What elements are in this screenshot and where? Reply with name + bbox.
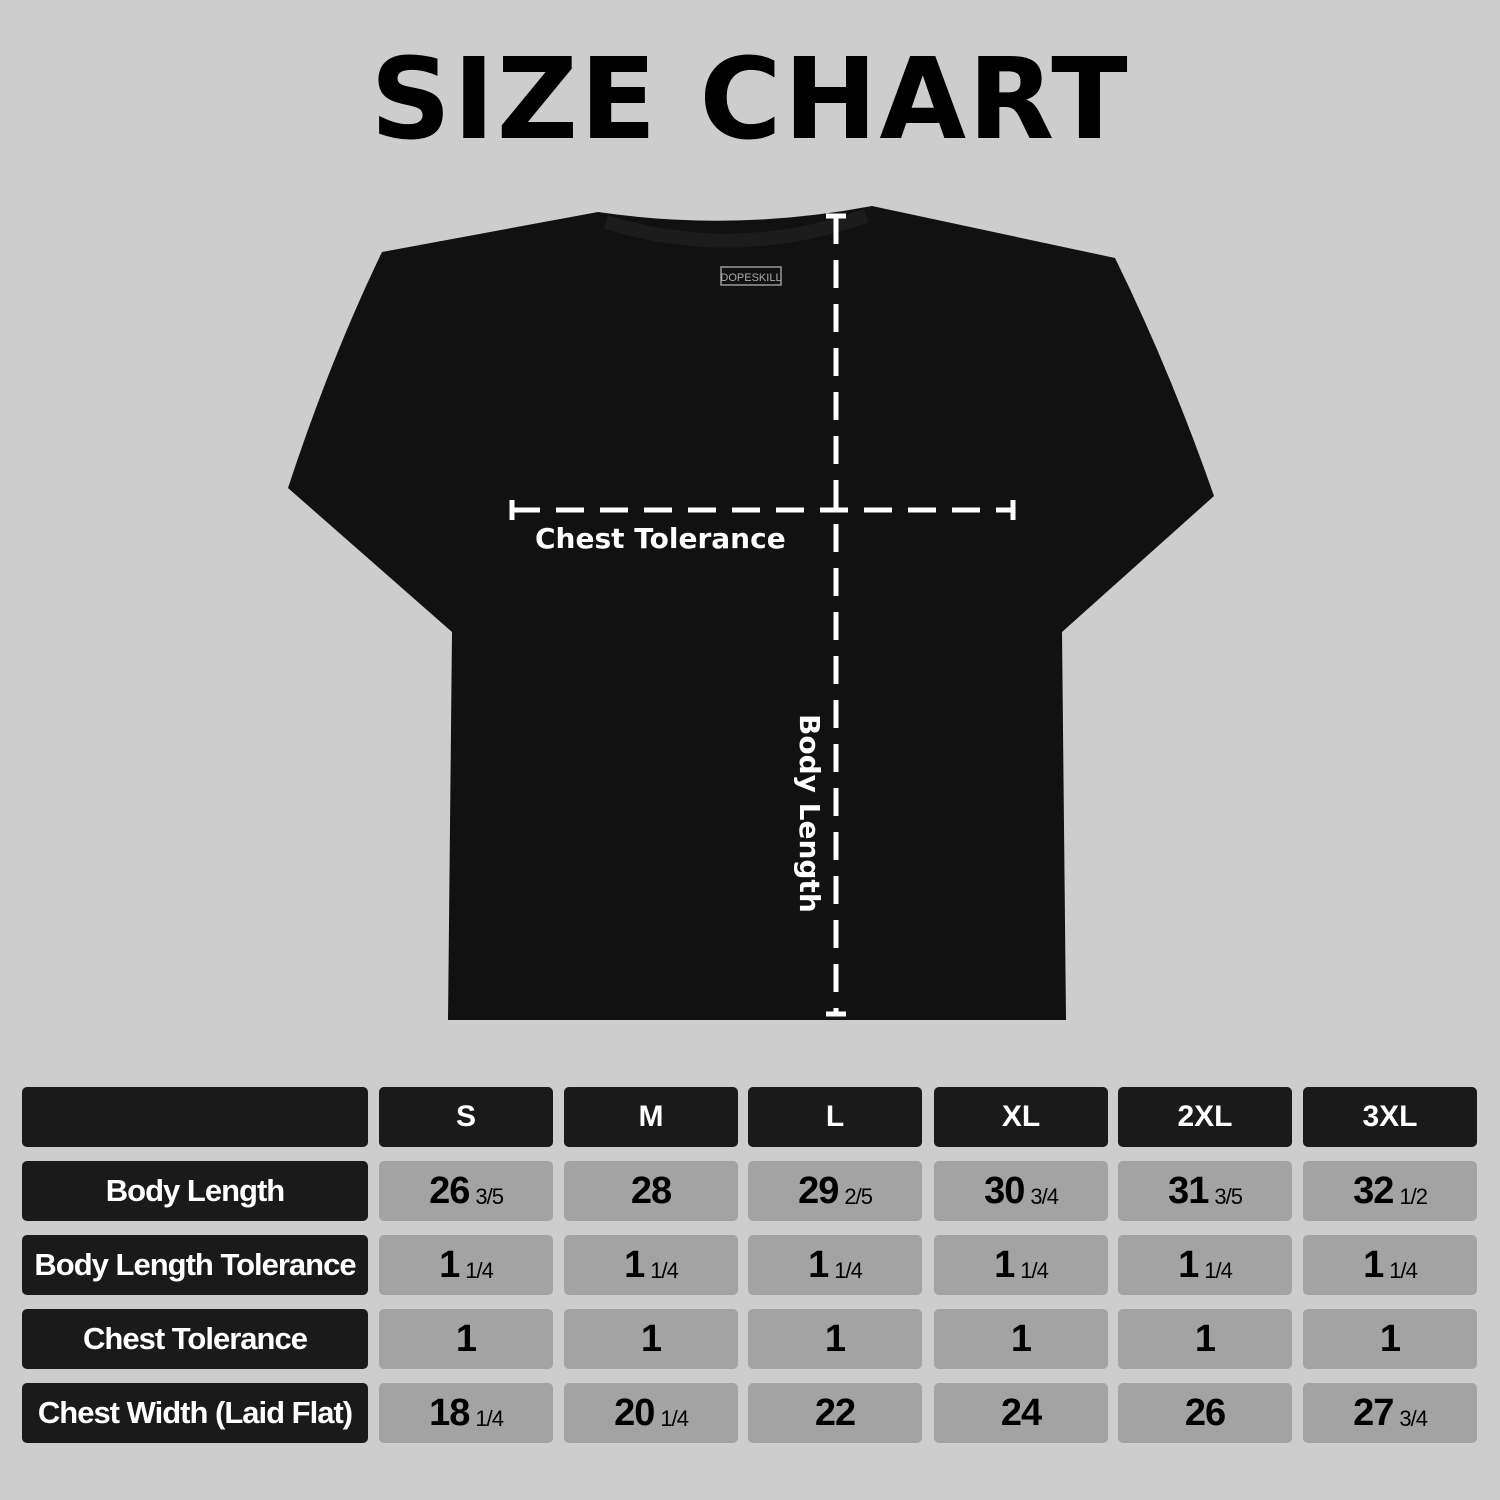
cell-whole: 1 bbox=[1178, 1243, 1199, 1286]
brand-tag-text: DOPESKILL bbox=[720, 272, 781, 284]
cell-fraction: 1/4 bbox=[834, 1258, 863, 1283]
cell-whole: 24 bbox=[1000, 1391, 1042, 1434]
size-header: S bbox=[379, 1087, 553, 1147]
cell-whole: 1 bbox=[624, 1243, 645, 1286]
table-cell: 1 bbox=[1303, 1309, 1477, 1369]
table-cell: 1 1/4 bbox=[379, 1235, 553, 1295]
table-cell: 1 bbox=[1118, 1309, 1292, 1369]
cell-whole: 26 bbox=[1184, 1391, 1226, 1434]
size-header: XL bbox=[934, 1087, 1108, 1147]
row-label: Chest Tolerance bbox=[22, 1309, 368, 1369]
cell-fraction: 1/4 bbox=[465, 1258, 494, 1283]
length-measure-line bbox=[826, 213, 846, 1017]
tshirt-diagram: DOPESKILL Chest Tolerance Body Length bbox=[288, 206, 1214, 1020]
cell-whole: 27 bbox=[1353, 1391, 1394, 1434]
chest-label: Chest Tolerance bbox=[535, 522, 786, 555]
cell-whole: 30 bbox=[984, 1169, 1025, 1212]
cell-whole: 1 bbox=[994, 1243, 1015, 1286]
size-header: L bbox=[748, 1087, 922, 1147]
table-cell: 1 bbox=[379, 1309, 553, 1369]
cell-whole: 28 bbox=[630, 1169, 672, 1212]
cell-whole: 1 bbox=[824, 1317, 846, 1360]
cell-whole: 18 bbox=[429, 1391, 470, 1434]
table-cell: 27 3/4 bbox=[1303, 1383, 1477, 1443]
chest-measure-line bbox=[509, 500, 1016, 520]
table-cell: 26 3/5 bbox=[379, 1161, 553, 1221]
cell-whole: 1 bbox=[808, 1243, 829, 1286]
table-cell: 30 3/4 bbox=[934, 1161, 1108, 1221]
size-header: 2XL bbox=[1118, 1087, 1292, 1147]
cell-whole: 1 bbox=[1194, 1317, 1216, 1360]
cell-fraction: 1/4 bbox=[1020, 1258, 1049, 1283]
brand-tag bbox=[720, 266, 782, 286]
table-cell: 1 1/4 bbox=[564, 1235, 738, 1295]
row-label: Body Length Tolerance bbox=[22, 1235, 368, 1295]
cell-whole: 1 bbox=[439, 1243, 460, 1286]
table-cell: 1 1/4 bbox=[1303, 1235, 1477, 1295]
cell-fraction: 1/4 bbox=[1204, 1258, 1233, 1283]
tshirt-shape bbox=[288, 206, 1214, 1020]
row-label: Chest Width (Laid Flat) bbox=[22, 1383, 368, 1443]
table-cell: 1 1/4 bbox=[748, 1235, 922, 1295]
cell-fraction: 2/5 bbox=[844, 1184, 873, 1209]
collar bbox=[603, 209, 869, 248]
cell-fraction: 1/4 bbox=[475, 1406, 504, 1431]
table-cell: 31 3/5 bbox=[1118, 1161, 1292, 1221]
cell-whole: 1 bbox=[1379, 1317, 1401, 1360]
length-label: Body Length bbox=[793, 714, 826, 913]
table-cell: 1 bbox=[934, 1309, 1108, 1369]
table-cell: 1 1/4 bbox=[1118, 1235, 1292, 1295]
cell-whole: 29 bbox=[798, 1169, 839, 1212]
table-cell: 29 2/5 bbox=[748, 1161, 922, 1221]
cell-whole: 1 bbox=[640, 1317, 662, 1360]
table-cell: 32 1/2 bbox=[1303, 1161, 1477, 1221]
table-corner-header bbox=[22, 1087, 368, 1147]
cell-whole: 26 bbox=[429, 1169, 470, 1212]
cell-fraction: 3/5 bbox=[475, 1184, 504, 1209]
table-cell: 26 bbox=[1118, 1383, 1292, 1443]
cell-whole: 1 bbox=[1010, 1317, 1032, 1360]
table-cell: 1 bbox=[748, 1309, 922, 1369]
cell-fraction: 1/4 bbox=[650, 1258, 679, 1283]
cell-whole: 32 bbox=[1353, 1169, 1394, 1212]
cell-fraction: 1/4 bbox=[1389, 1258, 1418, 1283]
cell-whole: 1 bbox=[1363, 1243, 1384, 1286]
cell-whole: 22 bbox=[814, 1391, 856, 1434]
table-cell: 1 bbox=[564, 1309, 738, 1369]
row-label: Body Length bbox=[22, 1161, 368, 1221]
page-title: SIZE CHART bbox=[370, 35, 1130, 165]
cell-whole: 1 bbox=[455, 1317, 477, 1360]
size-header: 3XL bbox=[1303, 1087, 1477, 1147]
table-cell: 1 1/4 bbox=[934, 1235, 1108, 1295]
table-cell: 18 1/4 bbox=[379, 1383, 553, 1443]
cell-fraction: 1/4 bbox=[660, 1406, 689, 1431]
table-cell: 28 bbox=[564, 1161, 738, 1221]
cell-whole: 31 bbox=[1168, 1169, 1209, 1212]
table-cell: 20 1/4 bbox=[564, 1383, 738, 1443]
table-cell: 22 bbox=[748, 1383, 922, 1443]
size-header: M bbox=[564, 1087, 738, 1147]
cell-fraction: 3/5 bbox=[1214, 1184, 1243, 1209]
table-cell: 24 bbox=[934, 1383, 1108, 1443]
cell-fraction: 3/4 bbox=[1030, 1184, 1059, 1209]
cell-fraction: 1/2 bbox=[1399, 1184, 1428, 1209]
cell-whole: 20 bbox=[614, 1391, 655, 1434]
cell-fraction: 3/4 bbox=[1399, 1406, 1428, 1431]
